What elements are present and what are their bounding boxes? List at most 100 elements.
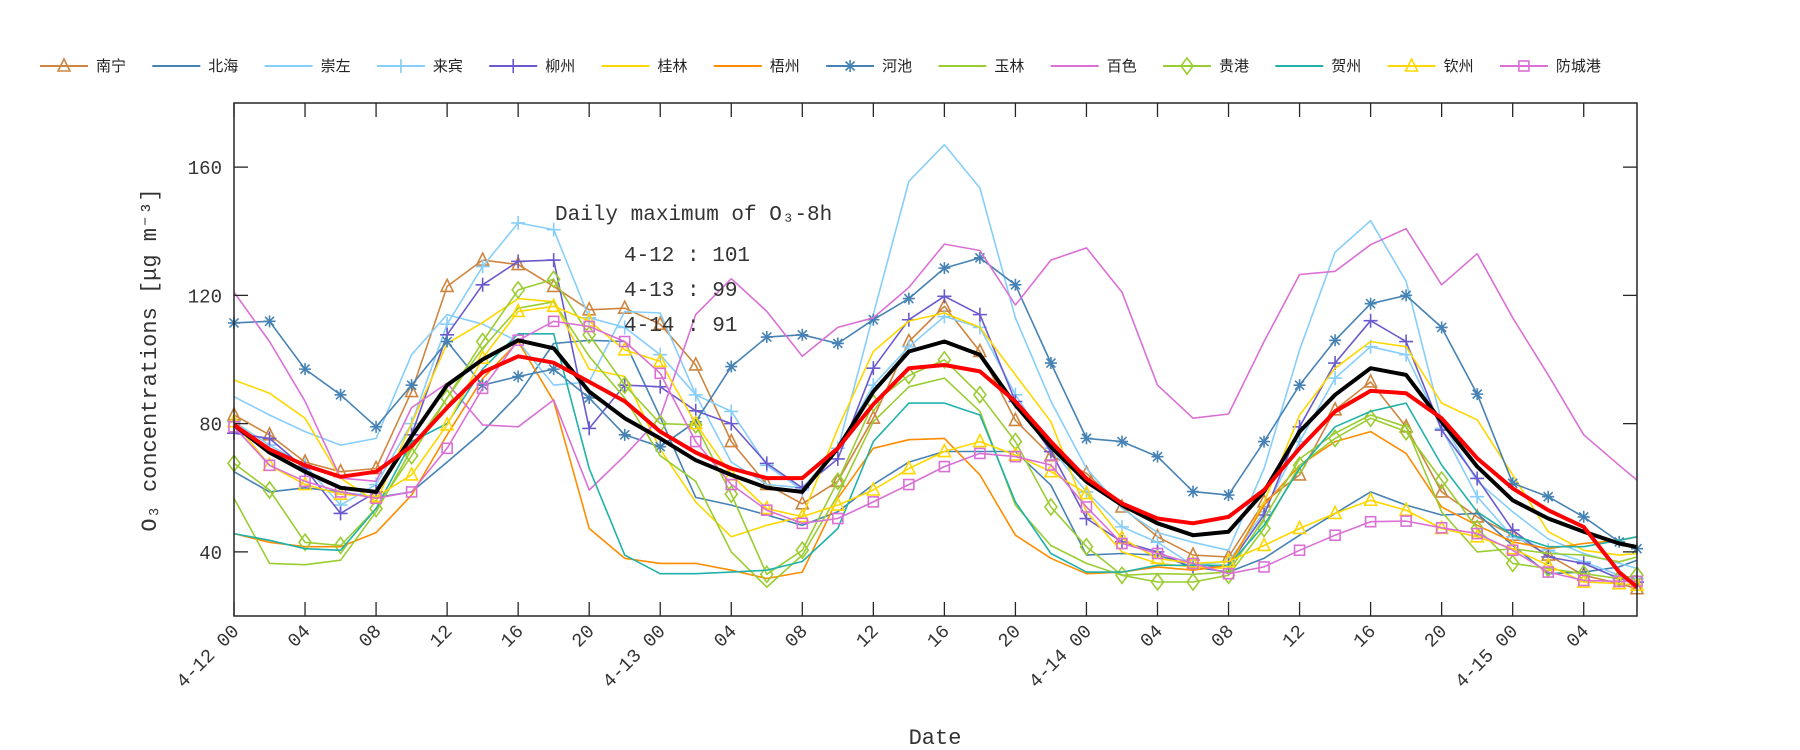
square-marker (974, 447, 986, 460)
plus-marker (393, 59, 408, 73)
asterisk-marker (938, 262, 951, 275)
diamond-marker (511, 280, 526, 300)
triangle-marker (404, 466, 419, 481)
triangle-marker (546, 297, 561, 313)
square-marker (441, 442, 453, 455)
diamond-marker (404, 446, 419, 466)
square-marker (1329, 529, 1341, 542)
plus-marker (1328, 371, 1343, 386)
square-marker (1400, 515, 1412, 527)
plus-marker (866, 361, 881, 376)
plus-marker (937, 309, 952, 324)
square-marker (1187, 557, 1199, 570)
legend-label: 梧州 (770, 57, 800, 75)
square-marker (1151, 547, 1164, 560)
triangle-marker (652, 352, 668, 368)
series-line (233, 340, 1638, 580)
legend-label: 河池 (882, 57, 912, 75)
square-marker (263, 459, 276, 472)
x-tick-label: 12 (852, 621, 884, 653)
series-贺州 (233, 333, 1638, 575)
plus-marker (688, 387, 703, 402)
legend-item: 钦州 (1387, 57, 1474, 75)
x-axis-title: Date (909, 726, 962, 750)
asterisk-marker (1293, 379, 1306, 392)
triangle-marker (972, 432, 988, 448)
square-marker (1045, 459, 1057, 471)
series-防城港 (228, 315, 1643, 588)
square-marker (1471, 527, 1483, 540)
plus-marker (506, 59, 521, 73)
triangle-marker (368, 487, 384, 503)
diamond-marker (830, 472, 845, 491)
triangle-marker (688, 356, 704, 371)
plus-marker (475, 277, 490, 292)
asterisk-marker (299, 363, 312, 376)
legend-label: 百色 (1107, 57, 1137, 75)
plus-marker (724, 404, 739, 419)
series-梧州 (233, 340, 1638, 580)
x-tick-label: 20 (994, 621, 1026, 653)
triangle-marker (866, 481, 881, 496)
square-marker (1577, 574, 1590, 587)
series-钦州 (226, 297, 1645, 592)
plus-marker (724, 416, 739, 431)
x-tick-label: 08 (781, 621, 813, 653)
asterisk-marker (1577, 510, 1590, 523)
triangle-marker (1404, 57, 1419, 72)
legend-label: 玉林 (994, 57, 1024, 75)
plus-marker (511, 254, 526, 269)
series-line (232, 338, 1638, 550)
triangle-marker (1611, 574, 1627, 590)
series-line (233, 339, 1638, 575)
triangle-marker (1008, 446, 1023, 461)
series-line (233, 259, 1638, 583)
diamond-marker (1079, 537, 1094, 557)
triangle-marker (1150, 549, 1165, 565)
plot-frame (233, 102, 1638, 617)
legend-label: 防城港 (1556, 57, 1601, 75)
legend-item: 南宁 (40, 57, 126, 75)
asterisk-marker (1222, 489, 1235, 502)
x-tick-label: 20 (1420, 621, 1452, 653)
square-marker (654, 367, 667, 380)
asterisk-marker (1009, 278, 1022, 291)
y-tick-label: 80 (199, 415, 222, 437)
square-marker (760, 504, 773, 516)
legend-label: 桂林 (658, 57, 688, 75)
asterisk-marker (796, 328, 809, 341)
y-tick-label: 120 (188, 286, 222, 308)
asterisk-marker (334, 388, 347, 401)
square-marker (1116, 537, 1128, 550)
triangle-marker (830, 472, 846, 488)
annotation-line: 4-12 : 101 (624, 245, 750, 268)
asterisk-marker (844, 60, 857, 72)
asterisk-marker (1151, 450, 1164, 463)
x-tick-label: 4-15 00 (1451, 621, 1523, 693)
square-marker (689, 435, 702, 448)
square-marker (1222, 567, 1235, 580)
annotation-line: 4-14 : 91 (624, 315, 737, 338)
diamond-marker (333, 536, 348, 555)
triangle-marker (1540, 556, 1556, 572)
asterisk-marker (1506, 477, 1519, 490)
square-marker (583, 320, 595, 333)
square-marker (1293, 544, 1306, 557)
series-line (233, 333, 1638, 575)
triangle-marker (56, 57, 72, 72)
square-marker (476, 382, 489, 395)
legend-label: 来宾 (433, 57, 463, 75)
plus-marker (617, 320, 632, 335)
series-line (233, 305, 1638, 586)
plus-marker (475, 259, 490, 274)
diamond-marker (688, 415, 703, 435)
triangle-marker (439, 416, 455, 431)
plus-marker (1363, 313, 1378, 328)
diamond-marker (1186, 572, 1201, 592)
square-marker (1435, 522, 1448, 534)
triangle-marker (795, 507, 810, 523)
series-崇左 (233, 143, 1638, 570)
diamond-marker (1434, 470, 1449, 490)
asterisk-marker (973, 251, 986, 264)
